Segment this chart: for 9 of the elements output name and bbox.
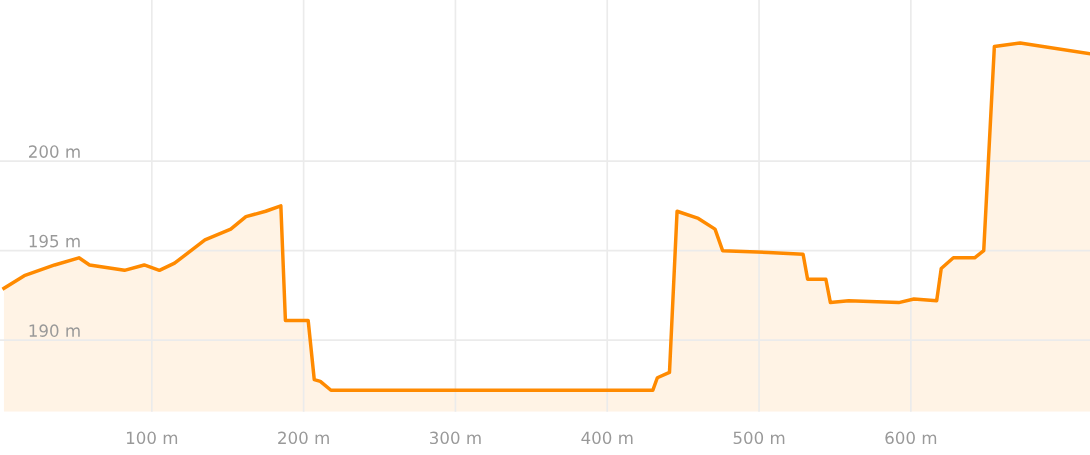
x-tick-label: 300 m: [430, 431, 481, 445]
x-tick-label: 400 m: [581, 431, 633, 445]
x-tick-label: 100 m: [126, 431, 178, 445]
y-tick-label: 190 m: [29, 324, 80, 337]
x-tick-label: 600 m: [885, 431, 937, 445]
x-tick-label: 500 m: [733, 431, 785, 445]
x-tick-label: 200 m: [278, 431, 329, 445]
y-tick-label: 200 m: [29, 145, 80, 158]
y-tick-label: 195 m: [29, 234, 80, 248]
